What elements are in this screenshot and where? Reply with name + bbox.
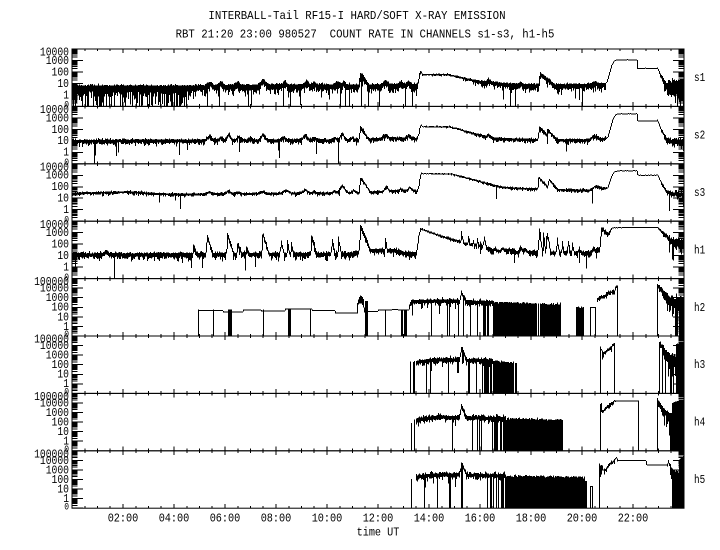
svg-text:s1: s1 [694, 72, 705, 85]
svg-text:0: 0 [64, 330, 69, 341]
svg-text:10: 10 [57, 368, 69, 382]
svg-text:1000: 1000 [46, 169, 69, 183]
svg-text:10000: 10000 [40, 103, 69, 117]
svg-text:22:00: 22:00 [618, 512, 649, 526]
svg-text:0: 0 [64, 388, 69, 399]
svg-text:1: 1 [63, 435, 69, 449]
svg-text:100: 100 [52, 473, 70, 487]
svg-text:1000: 1000 [46, 349, 69, 363]
svg-text:h1: h1 [694, 244, 705, 257]
svg-text:s2: s2 [694, 130, 705, 143]
svg-text:10000: 10000 [40, 454, 69, 468]
svg-text:10: 10 [57, 425, 69, 439]
svg-text:0: 0 [64, 273, 69, 284]
svg-text:0: 0 [64, 445, 69, 456]
svg-text:100: 100 [52, 301, 70, 315]
svg-text:06:00: 06:00 [210, 512, 241, 526]
svg-text:1: 1 [63, 320, 69, 334]
svg-text:100: 100 [52, 123, 70, 137]
svg-text:10: 10 [57, 192, 69, 206]
svg-text:10000: 10000 [40, 46, 69, 60]
svg-text:100: 100 [52, 238, 70, 252]
svg-text:100000: 100000 [34, 390, 69, 404]
svg-text:10000: 10000 [40, 396, 69, 410]
svg-text:10: 10 [57, 134, 69, 148]
svg-text:04:00: 04:00 [159, 512, 190, 526]
svg-text:0: 0 [64, 502, 69, 513]
svg-text:100: 100 [52, 416, 70, 430]
svg-text:0: 0 [64, 158, 69, 169]
svg-text:100: 100 [52, 180, 70, 194]
svg-text:100000: 100000 [34, 333, 69, 347]
svg-text:1000: 1000 [46, 111, 69, 125]
svg-text:1: 1 [63, 88, 69, 102]
svg-text:100: 100 [52, 65, 70, 79]
svg-text:10: 10 [57, 483, 69, 497]
svg-text:20:00: 20:00 [567, 512, 598, 526]
svg-text:100000: 100000 [34, 447, 69, 461]
svg-text:1: 1 [63, 146, 69, 160]
svg-text:100000: 100000 [34, 275, 69, 289]
svg-text:h2: h2 [694, 302, 705, 315]
svg-text:10:00: 10:00 [312, 512, 343, 526]
svg-text:0: 0 [64, 215, 69, 226]
svg-text:12:00: 12:00 [363, 512, 394, 526]
svg-text:1000: 1000 [46, 463, 69, 477]
svg-text:s3: s3 [694, 187, 705, 200]
svg-text:1: 1 [63, 492, 69, 506]
svg-text:10000: 10000 [40, 282, 69, 296]
svg-text:h3: h3 [694, 359, 705, 372]
svg-text:100: 100 [52, 358, 70, 372]
svg-text:18:00: 18:00 [516, 512, 547, 526]
svg-text:10000: 10000 [40, 218, 69, 232]
svg-text:time UT: time UT [357, 526, 400, 540]
svg-text:1000: 1000 [46, 54, 69, 68]
svg-text:1: 1 [63, 377, 69, 391]
svg-text:RBT 21:20 23:00 980527 COUNT: RBT 21:20 23:00 980527 COUNT RATE IN CHA… [176, 28, 555, 42]
svg-text:1000: 1000 [46, 226, 69, 240]
svg-text:10: 10 [57, 310, 69, 324]
svg-text:1000: 1000 [46, 406, 69, 420]
svg-text:INTERBALL-Tail RF15-I HARD/SOF: INTERBALL-Tail RF15-I HARD/SOFT X-RAY EM… [208, 9, 505, 23]
svg-text:16:00: 16:00 [465, 512, 496, 526]
svg-text:14:00: 14:00 [414, 512, 445, 526]
svg-text:10: 10 [57, 77, 69, 91]
svg-text:0: 0 [64, 101, 69, 112]
svg-text:08:00: 08:00 [261, 512, 292, 526]
svg-text:10: 10 [57, 249, 69, 263]
svg-text:1: 1 [63, 261, 69, 275]
svg-text:1000: 1000 [46, 291, 69, 305]
svg-text:10000: 10000 [40, 339, 69, 353]
svg-text:02:00: 02:00 [108, 512, 139, 526]
svg-text:10000: 10000 [40, 160, 69, 174]
svg-text:h4: h4 [694, 417, 705, 430]
svg-text:h5: h5 [694, 474, 705, 487]
svg-text:1: 1 [63, 203, 69, 217]
